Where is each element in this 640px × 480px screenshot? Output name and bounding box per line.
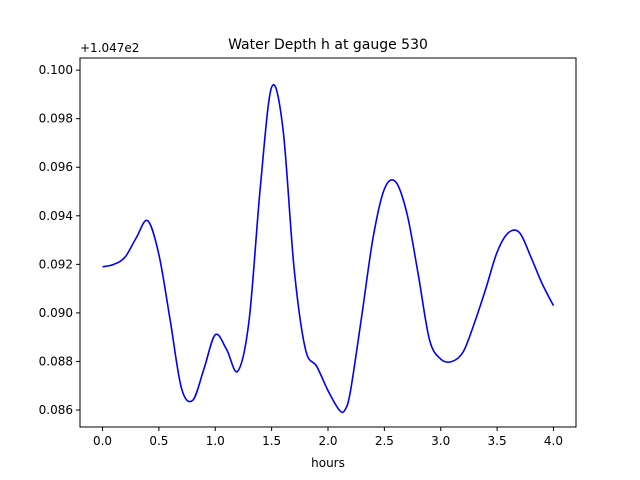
y-tick-label: 0.098 [39, 112, 73, 126]
y-tick-label: 0.100 [39, 63, 73, 77]
series-line-0 [102, 84, 555, 414]
y-tick-label: 0.094 [39, 209, 73, 223]
x-tick-label: 0.5 [149, 434, 168, 448]
y-tick-label: 0.086 [39, 403, 73, 417]
y-tick-label: 0.090 [39, 306, 73, 320]
x-tick-label: 0.0 [93, 434, 112, 448]
x-axis-label: hours [311, 456, 345, 470]
y-tick-label: 0.088 [39, 354, 73, 368]
plot-area: 0.0 0.5 1.0 1.5 2.0 2.5 3.0 3.5 4.0 0.086 0.088 0.0… [39, 57, 577, 448]
x-tick-label: 3.5 [488, 434, 507, 448]
x-tick-label: 2.0 [318, 434, 337, 448]
x-tick-label: 3.0 [431, 434, 450, 448]
x-tick-label: 1.0 [206, 434, 225, 448]
y-offset-label: +1.047e2 [80, 41, 139, 55]
y-tick-label: 0.092 [39, 257, 73, 271]
chart-title: Water Depth h at gauge 530 [228, 37, 428, 53]
y-tick-label: 0.096 [39, 160, 73, 174]
x-tick-label: 4.0 [544, 434, 563, 448]
x-tick-label: 2.5 [375, 434, 394, 448]
x-tick-label: 1.5 [262, 434, 281, 448]
